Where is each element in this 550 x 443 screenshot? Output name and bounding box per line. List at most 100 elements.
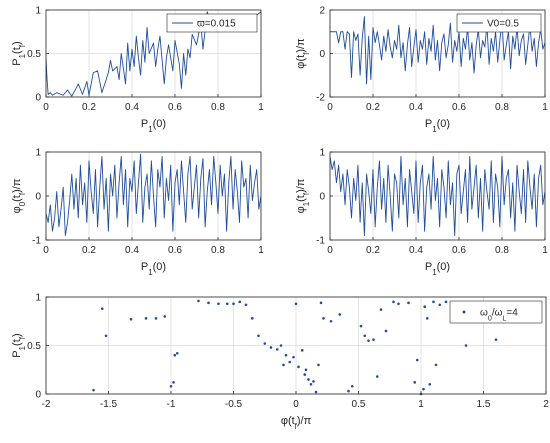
data-point bbox=[173, 353, 177, 357]
data-point bbox=[464, 344, 468, 347]
x-axis-label: P1(0) bbox=[141, 261, 166, 277]
axes-box bbox=[45, 9, 262, 98]
legend-marker bbox=[462, 310, 466, 314]
data-point bbox=[172, 381, 175, 384]
legend-label: ω0/ωL=4 bbox=[480, 308, 518, 323]
legend-box bbox=[449, 300, 543, 324]
x-tick-label: 0.2 bbox=[366, 245, 380, 256]
x-tick-label: 0.6 bbox=[452, 245, 466, 256]
axes-box bbox=[45, 151, 262, 241]
data-point bbox=[375, 375, 379, 378]
data-point bbox=[294, 302, 298, 306]
data-point bbox=[232, 302, 235, 306]
y-tick-label: 0 bbox=[35, 390, 41, 401]
x-tick-label: 0 bbox=[43, 245, 49, 256]
data-point bbox=[314, 390, 318, 394]
data-point bbox=[275, 348, 279, 351]
data-point bbox=[415, 358, 419, 362]
x-tick-label: 0.4 bbox=[125, 245, 139, 256]
legend: ω0/ωL=4 bbox=[449, 300, 543, 324]
legend-box bbox=[166, 13, 258, 33]
y-tick-label: 1 bbox=[35, 148, 41, 159]
data-point bbox=[169, 384, 173, 388]
data-point bbox=[413, 381, 417, 384]
data-point bbox=[422, 387, 425, 391]
data-point bbox=[238, 300, 242, 304]
x-tick-label: 1 bbox=[418, 399, 424, 410]
y-tick-label: 1 bbox=[35, 6, 41, 17]
y-tick-label: 1 bbox=[35, 293, 41, 304]
x-tick-label: 2 bbox=[543, 399, 549, 410]
data-point bbox=[207, 301, 210, 305]
x-tick-label: 1 bbox=[542, 102, 548, 113]
x-axis-label: P1(0) bbox=[141, 118, 166, 134]
y-tick-label: -1 bbox=[32, 236, 41, 247]
data-point bbox=[350, 384, 354, 388]
data-point bbox=[425, 317, 429, 320]
y-tick-label: -1 bbox=[316, 236, 325, 247]
data-point bbox=[129, 318, 133, 321]
data-point bbox=[197, 299, 200, 303]
x-tick-label: 0 bbox=[327, 102, 333, 113]
x-tick-label: 0.8 bbox=[211, 245, 225, 256]
x-tick-label: -0.5 bbox=[225, 399, 243, 410]
x-tick-label: 0.5 bbox=[352, 399, 366, 410]
data-point bbox=[284, 353, 288, 357]
series-line bbox=[330, 16, 545, 85]
data-point bbox=[372, 338, 375, 341]
data-point bbox=[257, 334, 260, 338]
data-point bbox=[329, 319, 333, 323]
data-point bbox=[244, 303, 248, 307]
data-point bbox=[282, 363, 285, 367]
x-tick-label: 0.2 bbox=[82, 102, 96, 113]
data-point bbox=[347, 389, 350, 393]
legend: ϖ=0.015 bbox=[166, 13, 258, 33]
x-axis-label: φ(tf)/π bbox=[281, 415, 312, 431]
y-axis-label: φ0(tf)/π bbox=[11, 178, 27, 213]
data-point bbox=[279, 344, 283, 347]
data-point bbox=[438, 303, 442, 307]
data-point bbox=[297, 365, 300, 369]
series-line bbox=[330, 155, 545, 237]
data-point bbox=[225, 302, 229, 306]
y-tick-label: 0 bbox=[319, 192, 325, 203]
y-tick-label: 0.5 bbox=[27, 49, 41, 60]
x-tick-label: 0.8 bbox=[211, 102, 225, 113]
x-axis-label: P1(0) bbox=[425, 118, 450, 134]
data-point bbox=[444, 300, 448, 304]
y-axis-label: φ1(tf)/π bbox=[295, 178, 311, 213]
data-point bbox=[144, 317, 148, 320]
x-tick-label: 0.4 bbox=[409, 245, 423, 256]
data-point bbox=[397, 302, 400, 306]
x-tick-label: 0.8 bbox=[495, 245, 509, 256]
data-point bbox=[338, 313, 342, 316]
data-point bbox=[428, 383, 432, 386]
data-point bbox=[304, 368, 308, 372]
data-point bbox=[432, 300, 435, 304]
legend-label: V0=0.5 bbox=[487, 19, 519, 30]
axes-box bbox=[329, 9, 546, 98]
y-tick-label: 0.5 bbox=[27, 341, 41, 352]
data-point bbox=[154, 317, 158, 320]
axes-box bbox=[329, 151, 546, 241]
y-tick-label: 1 bbox=[319, 148, 325, 159]
x-tick-label: -2 bbox=[42, 399, 51, 410]
x-tick-label: 0.2 bbox=[366, 102, 380, 113]
data-point bbox=[317, 363, 320, 367]
series-line bbox=[46, 153, 261, 237]
x-tick-label: 1 bbox=[258, 245, 264, 256]
data-point bbox=[92, 388, 95, 392]
x-tick-label: 0.6 bbox=[168, 102, 182, 113]
data-point bbox=[100, 307, 104, 310]
chart-panel-5: -2 -1.5 -1 -0.5 0 0.5 1 1.5 2 0 0.5 1 φ(tf)/π P1(tf) ω… bbox=[11, 293, 549, 431]
y-tick-label: -2 bbox=[316, 93, 325, 104]
data-point bbox=[392, 300, 395, 304]
data-point bbox=[309, 383, 313, 386]
x-axis-label: P1(0) bbox=[425, 261, 450, 277]
data-point bbox=[263, 342, 267, 345]
data-point bbox=[250, 317, 254, 320]
data-point bbox=[163, 315, 167, 318]
y-tick-label: 0 bbox=[35, 192, 41, 203]
x-tick-label: 0.4 bbox=[409, 102, 423, 113]
